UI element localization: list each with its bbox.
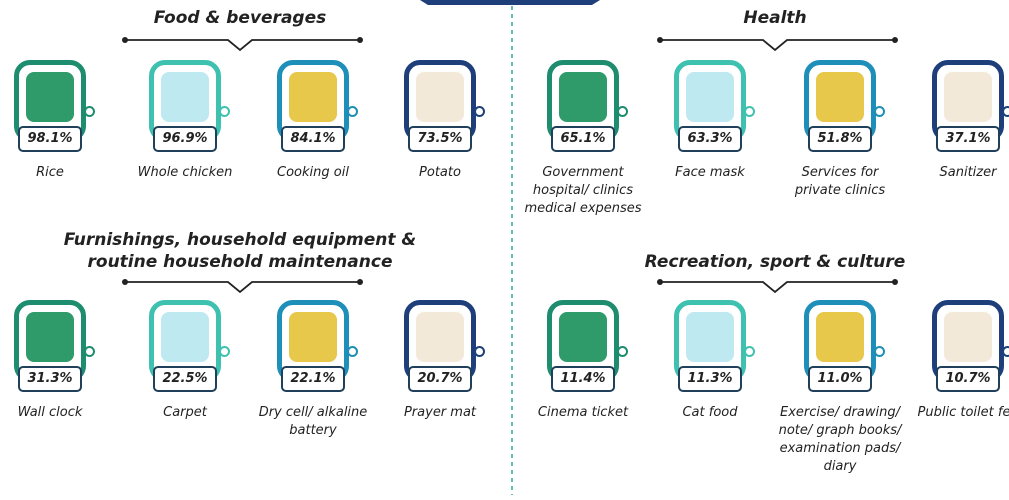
icon-image: [944, 72, 992, 122]
icon-image: [944, 312, 992, 362]
icon-image: [289, 312, 337, 362]
bracket-end: [122, 279, 128, 285]
icon-dot: [219, 346, 230, 357]
icon-dot: [219, 106, 230, 117]
icon-dot: [474, 346, 485, 357]
item-label: Potato: [419, 165, 461, 180]
icon-dot: [84, 346, 95, 357]
item-label: Exercise/ drawing/ note/ graph books/ ex…: [778, 405, 902, 474]
section-title: Health: [743, 8, 807, 28]
icon-image: [559, 312, 607, 362]
value-badge: 98.1%: [18, 126, 82, 152]
icon-dot: [744, 106, 755, 117]
item-label: Face mask: [675, 165, 745, 180]
top-tab: [420, 0, 600, 5]
icon-image: [161, 312, 209, 362]
item-label: Dry cell/ alkaline battery: [258, 405, 368, 438]
icon-image: [686, 72, 734, 122]
item-label: Whole chicken: [137, 165, 233, 180]
item-label: Public toilet fee: [917, 405, 1009, 420]
value-badge: 22.1%: [281, 366, 345, 392]
icon-dot: [347, 346, 358, 357]
icon-dot: [744, 346, 755, 357]
bracket-end: [892, 279, 898, 285]
icon-dot: [1002, 346, 1009, 357]
bracket-end: [657, 279, 663, 285]
icon-image: [416, 72, 464, 122]
value-badge: 65.1%: [551, 126, 615, 152]
section-title: Recreation, sport & culture: [644, 252, 906, 272]
value-badge: 96.9%: [153, 126, 217, 152]
bracket: [660, 281, 895, 294]
icon-image: [26, 312, 74, 362]
value-badge: 51.8%: [808, 126, 872, 152]
icon-image: [686, 312, 734, 362]
value-badge: 31.3%: [18, 366, 82, 392]
item-label: Services for private clinics: [794, 165, 886, 198]
icon-image: [816, 312, 864, 362]
icon-image: [289, 72, 337, 122]
bracket-end: [357, 279, 363, 285]
item-label: Rice: [36, 165, 64, 180]
value-badge: 20.7%: [408, 366, 472, 392]
item-label: Sanitizer: [939, 165, 997, 180]
value-badge: 11.4%: [551, 366, 615, 392]
section-title: Food & beverages: [153, 8, 327, 28]
icon-image: [26, 72, 74, 122]
icon-image: [161, 72, 209, 122]
icon-dot: [874, 106, 885, 117]
item-label: Cinema ticket: [537, 405, 629, 420]
icon-image: [816, 72, 864, 122]
item-label: Cat food: [682, 405, 738, 420]
bracket-end: [357, 37, 363, 43]
value-badge: 63.3%: [678, 126, 742, 152]
value-badge: 11.3%: [678, 366, 742, 392]
icon-dot: [474, 106, 485, 117]
value-badge: 37.1%: [936, 126, 1000, 152]
bracket: [125, 281, 360, 294]
item-label: Carpet: [163, 405, 207, 420]
section-title: Furnishings, household equipment & routi…: [63, 230, 417, 272]
item-icon: [932, 300, 1004, 382]
item-label: Government hospital/ clinics medical exp…: [524, 165, 642, 216]
bracket-end: [122, 37, 128, 43]
value-badge: 10.7%: [936, 366, 1000, 392]
icon-dot: [84, 106, 95, 117]
icon-image: [416, 312, 464, 362]
bracket: [660, 39, 895, 52]
item-label: Prayer mat: [403, 405, 477, 420]
icon-dot: [874, 346, 885, 357]
value-badge: 11.0%: [808, 366, 872, 392]
bracket-end: [892, 37, 898, 43]
icon-dot: [617, 346, 628, 357]
bracket: [125, 39, 360, 52]
value-badge: 84.1%: [281, 126, 345, 152]
value-badge: 73.5%: [408, 126, 472, 152]
item-label: Wall clock: [17, 405, 83, 420]
value-badge: 22.5%: [153, 366, 217, 392]
icon-image: [559, 72, 607, 122]
icon-dot: [617, 106, 628, 117]
bracket-end: [657, 37, 663, 43]
icon-dot: [347, 106, 358, 117]
item-label: Cooking oil: [277, 165, 349, 180]
icon-dot: [1002, 106, 1009, 117]
